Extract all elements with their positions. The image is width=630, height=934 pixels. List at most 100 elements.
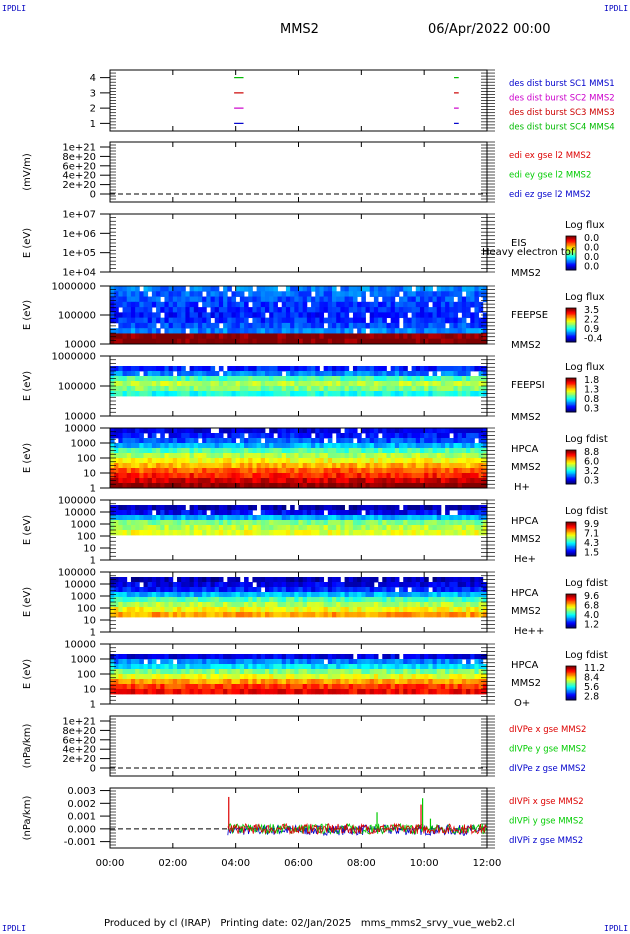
spectrogram-cell <box>323 582 329 588</box>
spectrogram-cell <box>110 587 115 593</box>
spectrogram-cell <box>118 371 123 377</box>
spectrogram-cell <box>114 577 119 583</box>
spectrogram-cell <box>373 312 379 319</box>
spectrogram-cell <box>457 448 463 454</box>
spectrogram-cell <box>445 381 450 387</box>
spectrogram-cell <box>126 286 132 292</box>
spectrogram-cell <box>327 366 333 372</box>
spectrogram-cell <box>311 386 316 392</box>
spectrogram-cell <box>361 381 366 387</box>
spectrogram-cell <box>419 307 425 313</box>
spectrogram-cell <box>193 510 199 516</box>
spectrogram-cell <box>135 577 140 583</box>
spectrogram-cell <box>348 483 354 489</box>
spectrogram-cell <box>256 296 262 303</box>
spectrogram-cell <box>197 525 203 531</box>
spectrogram-cell <box>457 607 463 613</box>
spectrogram-cell <box>244 371 249 377</box>
spectrogram-cell <box>482 338 488 345</box>
spectrogram-cell <box>110 366 115 372</box>
spectrogram-cell <box>424 510 429 516</box>
spectrogram-cell <box>223 602 228 608</box>
spectrogram-cell <box>357 371 362 377</box>
spectrogram-cell <box>466 612 471 618</box>
spectrogram-cell <box>139 338 144 345</box>
spectrogram-cell <box>457 473 463 479</box>
spectrogram-cell <box>193 664 199 670</box>
spectrogram-cell <box>273 438 278 444</box>
spectrogram-cell <box>122 607 128 613</box>
spectrogram-cell <box>369 391 375 397</box>
spectrogram-cell <box>327 525 333 531</box>
spectrogram-cell <box>214 473 220 479</box>
spectrogram-cell <box>348 386 354 392</box>
spectrogram-cell <box>315 286 320 292</box>
spectrogram-cell <box>348 602 354 608</box>
spectrogram-cell <box>457 602 463 608</box>
spectrogram-cell <box>390 577 396 583</box>
spectrogram-cell <box>235 612 241 618</box>
spectrogram-cell <box>373 301 379 308</box>
spectrogram-cell <box>210 597 216 603</box>
spectrogram-cell <box>139 597 144 603</box>
spectrogram-cell <box>244 577 249 583</box>
spectrogram-cell <box>390 478 396 484</box>
spectrogram-cell <box>189 328 195 334</box>
spectrogram-cell <box>403 592 408 598</box>
spectrogram-cell <box>336 428 341 434</box>
spectrogram-cell <box>474 322 480 329</box>
spectrogram-cell <box>269 463 274 469</box>
spectrogram-cell <box>256 664 262 670</box>
spectrogram-cell <box>139 443 144 449</box>
spectrogram-cell <box>466 443 471 449</box>
spectrogram-cell <box>428 515 433 521</box>
spectrogram-cell <box>369 328 375 334</box>
spectrogram-cell <box>461 612 467 618</box>
spectrogram-cell <box>114 664 119 670</box>
colorbar-cell <box>566 537 576 540</box>
spectrogram-cell <box>118 286 123 292</box>
spectrogram-cell <box>461 338 467 345</box>
spectrogram-cell <box>352 520 358 526</box>
spectrogram-cell <box>197 453 203 459</box>
spectrogram-cell <box>168 582 174 588</box>
spectrogram-cell <box>239 376 245 382</box>
spectrogram-cell <box>378 659 383 665</box>
spectrogram-cell <box>214 597 220 603</box>
spectrogram-cell <box>156 307 161 313</box>
colorbar-cell <box>566 406 576 409</box>
spectrogram-cell <box>294 473 299 479</box>
spectrogram-cell <box>340 478 345 484</box>
spectrogram-cell <box>244 391 249 397</box>
spectrogram-cell <box>344 386 350 392</box>
spectrogram-cell <box>319 463 325 469</box>
spectrogram-cell <box>323 515 329 521</box>
spectrogram-cell <box>474 654 480 660</box>
spectrogram-cell <box>172 391 178 397</box>
spectrogram-cell <box>386 386 392 392</box>
spectrogram-cell <box>361 286 366 292</box>
spectrogram-cell <box>378 391 383 397</box>
spectrogram-cell <box>177 577 182 583</box>
spectrogram-cell <box>348 453 354 459</box>
spectrogram-cell <box>285 286 291 292</box>
spectrogram-cell <box>135 376 140 382</box>
spectrogram-cell <box>214 654 220 660</box>
spectrogram-cell <box>223 291 228 297</box>
spectrogram-cell <box>407 483 412 489</box>
spectrogram-cell <box>244 458 249 464</box>
spectrogram-cell <box>390 428 396 434</box>
spectrogram-cell <box>311 478 316 484</box>
spectrogram-cell <box>415 654 421 660</box>
spectrogram-cell <box>143 301 149 308</box>
spectrogram-cell <box>415 597 421 603</box>
spectrogram-cell <box>382 433 387 439</box>
spectrogram-cell <box>252 592 258 598</box>
colorbar-cell <box>566 237 576 240</box>
spectrogram-cell <box>193 483 199 489</box>
spectrogram-cell <box>344 312 350 319</box>
spectrogram-cell <box>197 659 203 665</box>
colorbar-cell <box>566 606 576 609</box>
spectrogram-cell <box>382 291 387 297</box>
spectrogram-cell <box>390 291 396 297</box>
